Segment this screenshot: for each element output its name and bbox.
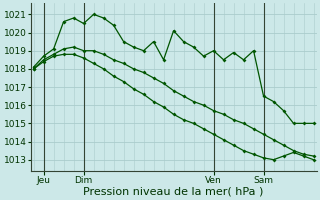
X-axis label: Pression niveau de la mer( hPa ): Pression niveau de la mer( hPa ) bbox=[84, 187, 264, 197]
